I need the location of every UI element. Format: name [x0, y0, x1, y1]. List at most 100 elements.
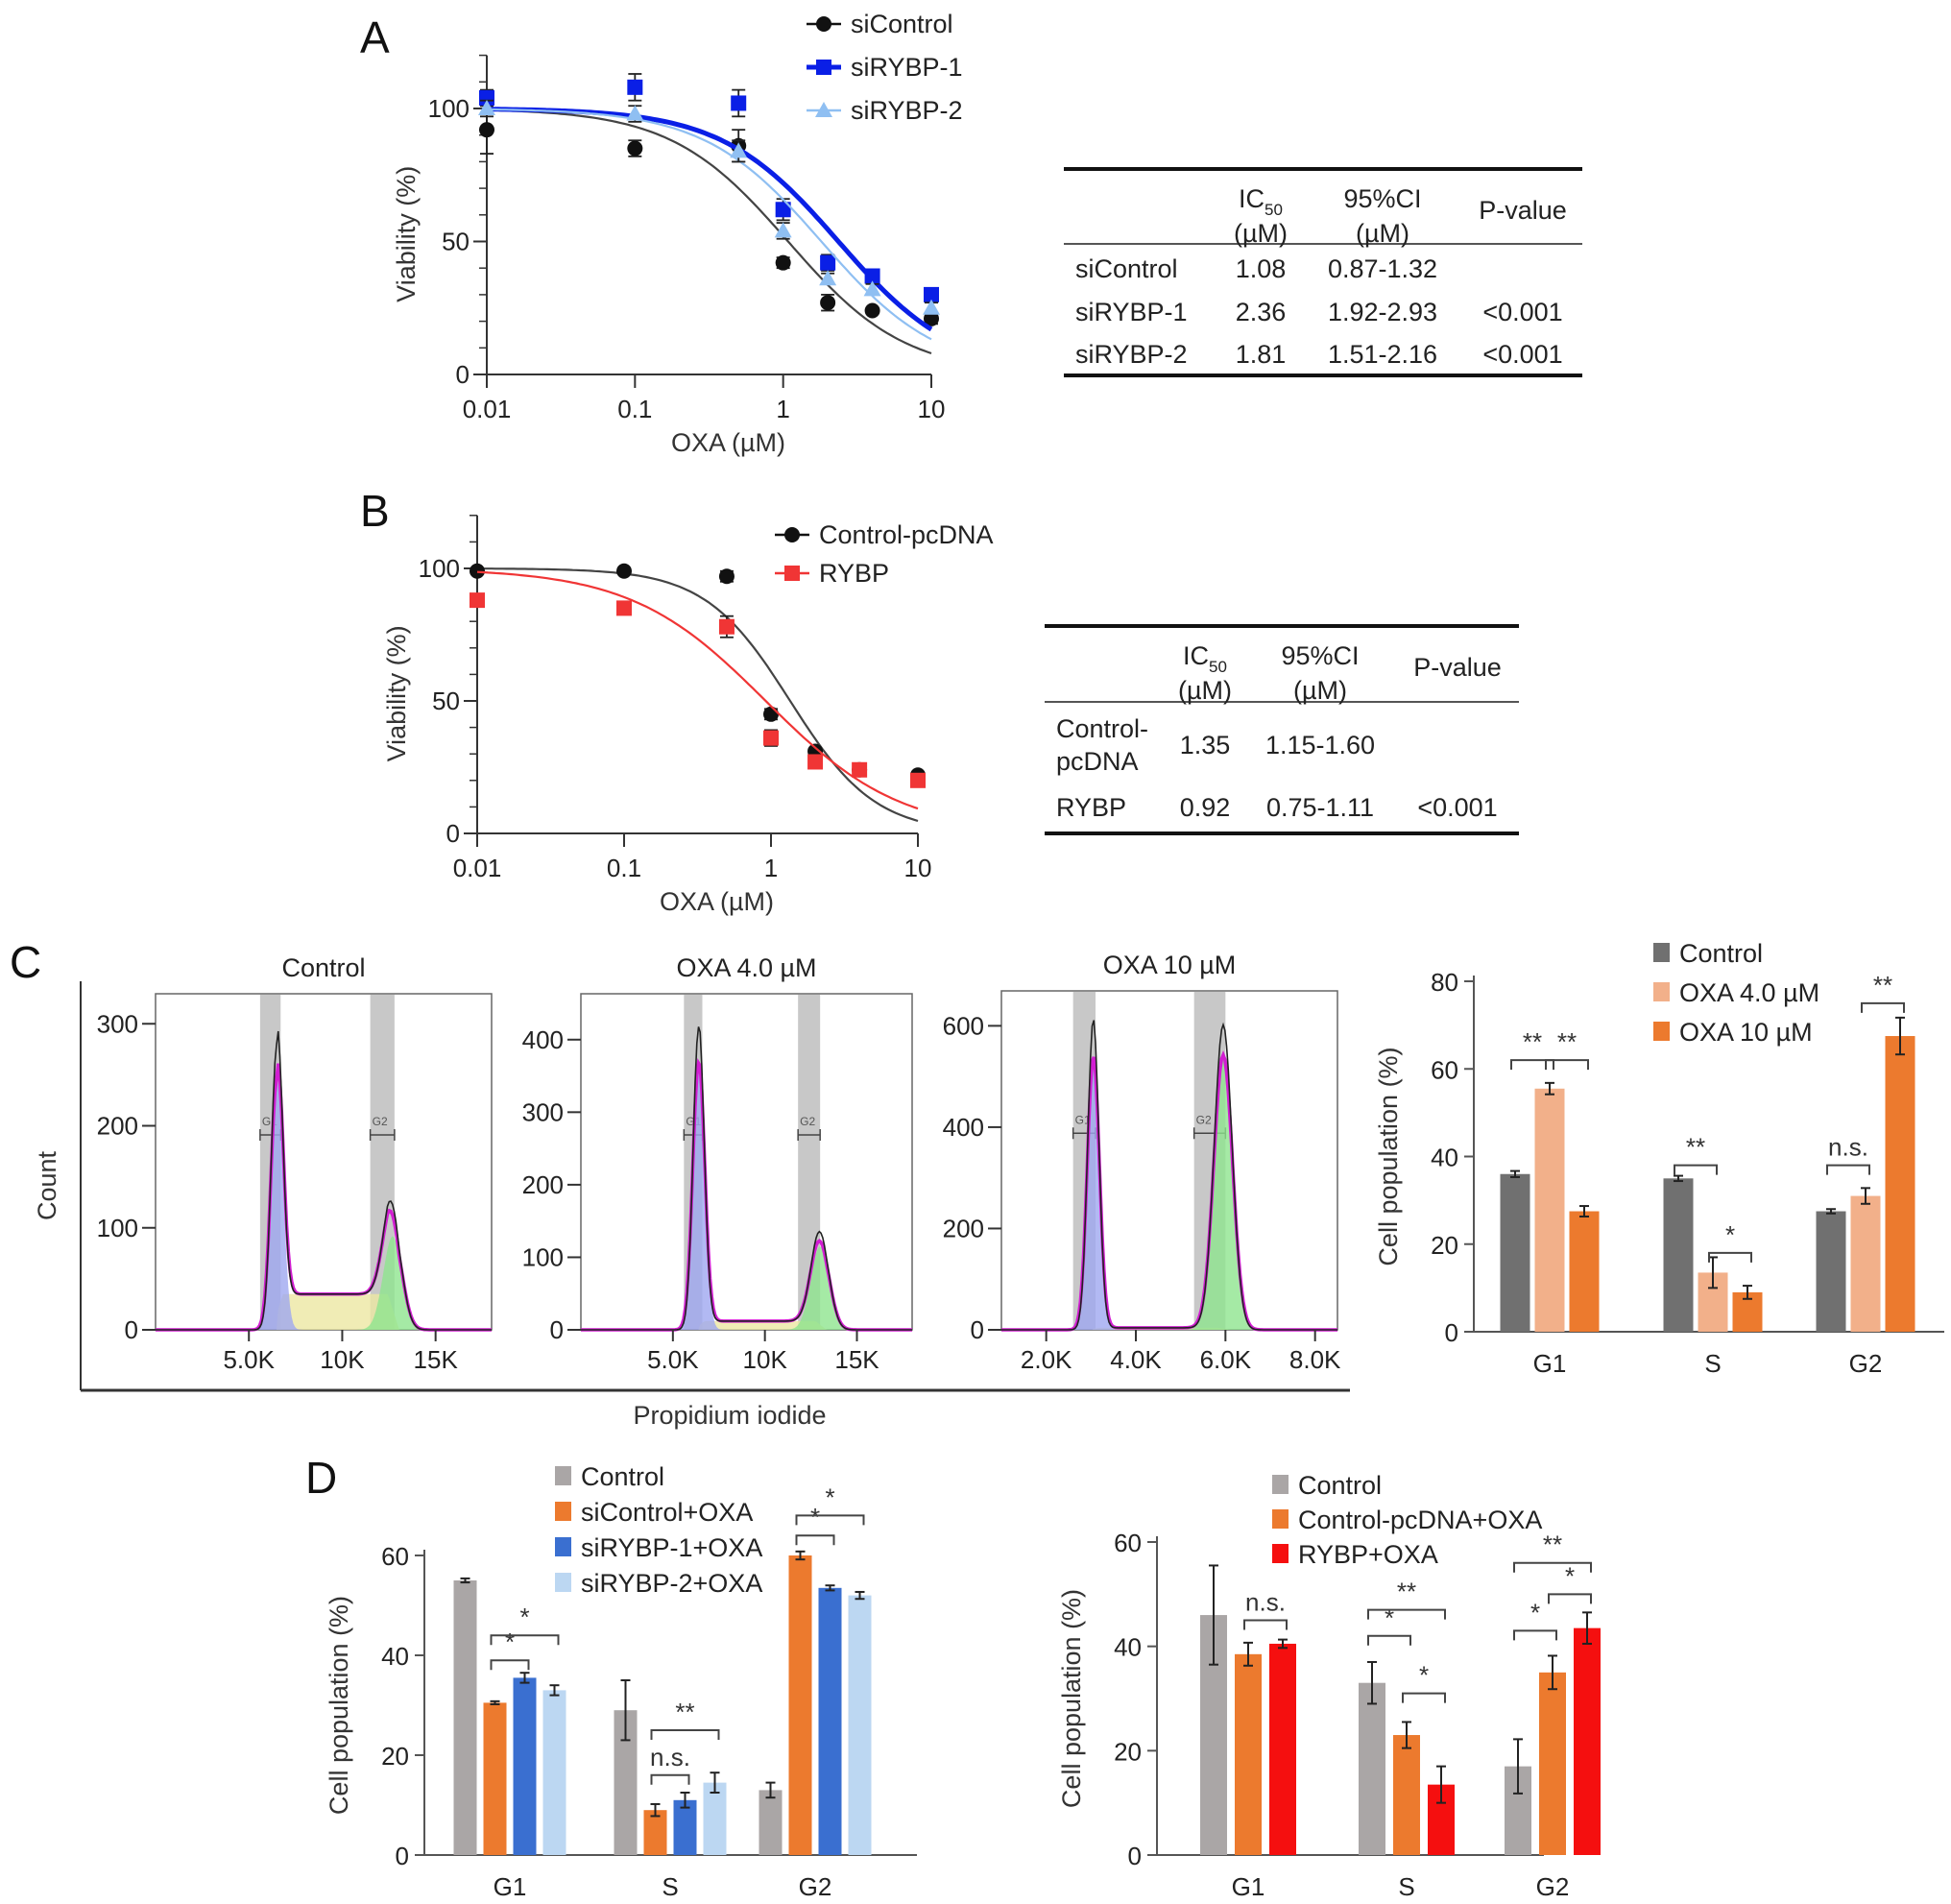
y-tick-label: 50	[432, 687, 460, 715]
data-point-square	[820, 254, 836, 271]
bar	[673, 1799, 697, 1855]
significance-label: **	[1523, 1027, 1542, 1056]
significance-label: *	[519, 1603, 529, 1631]
y-tick-label: 60	[1114, 1529, 1142, 1557]
x-tick-label: 8.0K	[1289, 1345, 1341, 1374]
panel-b-dose-response: 0 50 100 0.01 0.1 1 10 OXA (µM) Viability (%) Con…	[382, 515, 994, 916]
bar	[1574, 1627, 1601, 1855]
x-tick-label: 15K	[414, 1345, 459, 1374]
table-cell: <0.001	[1482, 298, 1562, 326]
x-tick-label: 10K	[320, 1345, 365, 1374]
significance-bracket	[1402, 1692, 1446, 1703]
table-row-label: pcDNA	[1056, 747, 1139, 776]
data-point-square	[470, 592, 485, 609]
g1-phase-fill	[1001, 1058, 1337, 1330]
significance-bracket	[795, 1514, 865, 1526]
histogram-box	[155, 993, 493, 1331]
panel-label-a: A	[360, 12, 390, 62]
data-point-square	[864, 268, 880, 284]
legend-swatch	[1272, 1544, 1289, 1563]
table-cell: 1.81	[1236, 340, 1287, 369]
data-point-triangle	[478, 100, 495, 115]
data-point-triangle	[774, 222, 792, 238]
legend-label: Control-pcDNA	[819, 520, 994, 549]
legend-label: Control	[581, 1462, 664, 1491]
table-cell: 1.35	[1180, 731, 1231, 759]
histogram-box	[580, 993, 913, 1331]
y-axis-title: Count	[33, 1150, 61, 1220]
legend-label: Control-pcDNA+OXA	[1298, 1506, 1542, 1534]
table-header-unit: (µM)	[1234, 219, 1288, 248]
y-tick-label: 60	[381, 1542, 409, 1571]
legend-marker-square	[784, 566, 800, 581]
y-tick-label: 0	[1445, 1318, 1458, 1347]
table-row-label: siControl	[1075, 254, 1178, 283]
bar	[1534, 1088, 1565, 1332]
bar	[453, 1580, 477, 1855]
x-tick-label: 5.0K	[223, 1345, 275, 1374]
table-cell: 0.87-1.32	[1328, 254, 1437, 283]
legend-label: OXA 10 µM	[1679, 1018, 1813, 1047]
significance-label: **	[1543, 1530, 1562, 1559]
panel-b-ic50-table: IC50(µM)95%CI(µM)P-valueControl-pcDNA1.3…	[1045, 624, 1519, 835]
y-tick-label: 20	[381, 1742, 409, 1771]
fit-curve-0	[477, 567, 919, 823]
table-cell: 1.15-1.60	[1265, 731, 1375, 759]
category-label: S	[1704, 1349, 1721, 1378]
data-point-square	[731, 95, 747, 111]
significance-label: *	[505, 1627, 515, 1656]
table-header-unit: (µM)	[1356, 219, 1409, 248]
significance-label: n.s.	[1828, 1133, 1868, 1162]
x-axis-title: OXA (µM)	[660, 887, 774, 916]
y-tick-label: 100	[522, 1242, 564, 1271]
gate-label: G1	[1075, 1113, 1091, 1126]
panel-label-c: C	[10, 937, 41, 987]
y-tick-label: 40	[381, 1642, 409, 1671]
significance-label: n.s.	[650, 1743, 690, 1771]
gate-label: G2	[373, 1115, 388, 1128]
data-point-square	[775, 202, 791, 218]
bar	[1816, 1211, 1846, 1332]
legend-label: siRYBP-2	[851, 96, 963, 125]
significance-label: *	[1725, 1220, 1735, 1249]
significance-bracket	[1861, 1001, 1905, 1013]
table-header: P-value	[1479, 196, 1567, 225]
y-tick-label: 200	[522, 1170, 564, 1199]
table-cell: 1.08	[1236, 254, 1287, 283]
y-tick-label: 20	[1114, 1737, 1142, 1766]
x-tick-label: 0.1	[607, 854, 641, 882]
data-point-circle	[718, 568, 735, 585]
data-point-triangle	[923, 299, 940, 315]
category-label: G1	[1533, 1349, 1567, 1378]
bar	[1850, 1195, 1881, 1332]
significance-bracket	[1826, 1164, 1870, 1175]
significance-label: *	[1385, 1603, 1394, 1632]
panel-label-d: D	[305, 1453, 337, 1503]
x-tick-label: 0.01	[453, 854, 502, 882]
bar	[513, 1677, 537, 1855]
legend-marker-square	[816, 60, 831, 75]
table-header-unit: (µM)	[1293, 676, 1347, 705]
bar	[1539, 1672, 1566, 1855]
significance-bracket	[1513, 1629, 1557, 1641]
table-row-label: siRYBP-2	[1075, 340, 1188, 369]
legend-swatch	[1653, 943, 1670, 962]
y-axis-title: Cell population (%)	[1374, 1047, 1403, 1265]
bar	[1393, 1735, 1420, 1855]
table-header: 95%CI	[1343, 184, 1421, 213]
y-axis-title: Viability (%)	[382, 625, 411, 761]
s-phase-fill	[581, 1320, 912, 1330]
bar	[1500, 1173, 1530, 1332]
bar	[1235, 1653, 1262, 1855]
legend-label: RYBP	[819, 559, 889, 588]
data-point-square	[924, 286, 939, 302]
x-tick-label: 10	[904, 854, 932, 882]
fit-curve-0	[486, 108, 932, 355]
significance-label: *	[825, 1482, 834, 1511]
y-tick-label: 20	[1431, 1231, 1458, 1260]
y-tick-label: 100	[428, 94, 470, 123]
legend-label: OXA 4.0 µM	[1679, 978, 1819, 1007]
